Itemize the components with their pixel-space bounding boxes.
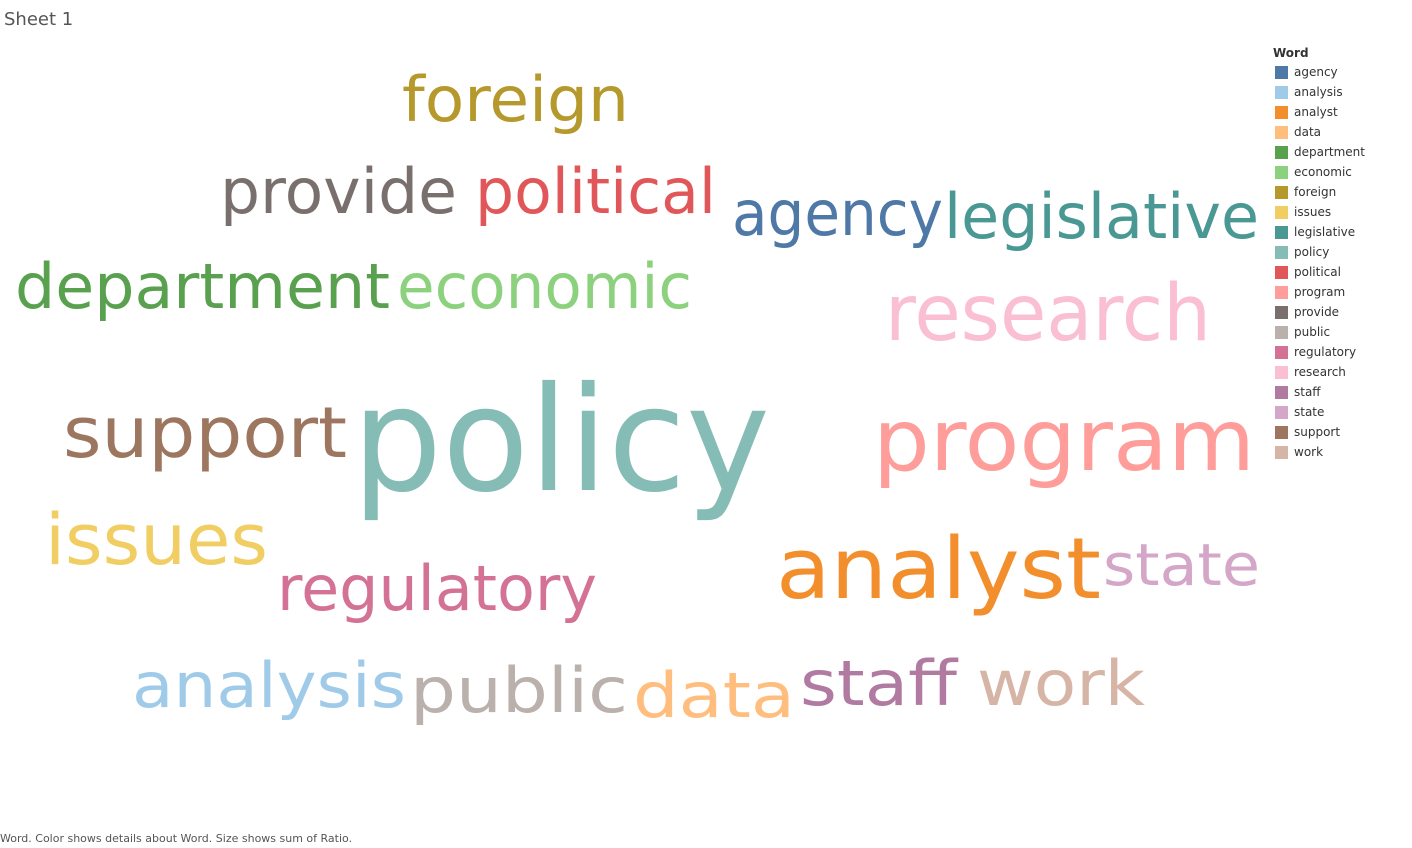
cloud-word-analyst[interactable]: analyst <box>776 520 1101 619</box>
legend-label-agency: agency <box>1294 65 1338 79</box>
legend-item-economic[interactable]: economic <box>1273 162 1403 182</box>
legend-label-foreign: foreign <box>1294 185 1337 199</box>
legend-swatch-program <box>1275 285 1288 299</box>
legend-item-work[interactable]: work <box>1273 442 1403 462</box>
cloud-word-political[interactable]: political <box>475 155 716 228</box>
legend-swatch-support <box>1275 425 1288 439</box>
legend-label-economic: economic <box>1294 165 1352 179</box>
legend-label-data: data <box>1294 125 1322 139</box>
cloud-word-public[interactable]: public <box>410 654 628 727</box>
legend-label-provide: provide <box>1294 305 1340 319</box>
cloud-word-provide[interactable]: provide <box>220 155 457 228</box>
legend-item-staff[interactable]: staff <box>1273 382 1403 402</box>
legend-label-public: public <box>1294 325 1331 339</box>
legend-swatch-economic <box>1275 165 1288 179</box>
cloud-word-support[interactable]: support <box>63 392 347 474</box>
legend: Word agency analysis analyst data department… <box>1273 44 1403 462</box>
legend-label-support: support <box>1294 425 1341 439</box>
legend-item-provide[interactable]: provide <box>1273 302 1403 322</box>
legend-swatch-department <box>1275 145 1288 159</box>
footnote: Word. Color shows details about Word. Si… <box>0 832 353 845</box>
legend-swatch-public <box>1275 325 1288 339</box>
legend-label-program: program <box>1294 285 1346 299</box>
legend-label-regulatory: regulatory <box>1294 345 1357 359</box>
legend-swatch-agency <box>1275 65 1288 79</box>
legend-swatch-policy <box>1275 245 1288 259</box>
legend-swatch-research <box>1275 365 1288 379</box>
cloud-word-policy[interactable]: policy <box>352 356 770 525</box>
cloud-word-program[interactable]: program <box>873 391 1255 491</box>
legend-label-analyst: analyst <box>1294 105 1338 119</box>
legend-label-legislative: legislative <box>1294 225 1356 239</box>
cloud-word-research[interactable]: research <box>885 269 1211 359</box>
legend-swatch-analyst <box>1275 105 1288 119</box>
legend-label-political: political <box>1294 265 1341 279</box>
legend-item-program[interactable]: program <box>1273 282 1403 302</box>
legend-label-staff: staff <box>1294 385 1321 399</box>
legend-item-legislative[interactable]: legislative <box>1273 222 1403 242</box>
legend-item-agency[interactable]: agency <box>1273 62 1403 82</box>
cloud-word-economic[interactable]: economic <box>397 250 692 323</box>
legend-item-political[interactable]: political <box>1273 262 1403 282</box>
cloud-word-regulatory[interactable]: regulatory <box>277 552 597 625</box>
legend-label-policy: policy <box>1294 245 1330 259</box>
legend-label-analysis: analysis <box>1294 85 1343 99</box>
cloud-word-work[interactable]: work <box>977 647 1145 720</box>
legend-swatch-legislative <box>1275 225 1288 239</box>
cloud-word-department[interactable]: department <box>15 250 390 323</box>
legend-swatch-work <box>1275 445 1288 459</box>
legend-swatch-issues <box>1275 205 1288 219</box>
legend-swatch-analysis <box>1275 85 1288 99</box>
legend-item-analyst[interactable]: analyst <box>1273 102 1403 122</box>
legend-item-policy[interactable]: policy <box>1273 242 1403 262</box>
legend-item-issues[interactable]: issues <box>1273 202 1403 222</box>
legend-label-research: research <box>1294 365 1346 379</box>
legend-label-issues: issues <box>1294 205 1332 219</box>
legend-item-support[interactable]: support <box>1273 422 1403 442</box>
legend-item-data[interactable]: data <box>1273 122 1403 142</box>
cloud-word-analysis[interactable]: analysis <box>132 649 406 722</box>
cloud-word-agency[interactable]: agency <box>732 177 943 250</box>
legend-swatch-foreign <box>1275 185 1288 199</box>
cloud-word-foreign[interactable]: foreign <box>402 63 629 136</box>
legend-item-state[interactable]: state <box>1273 402 1403 422</box>
legend-item-analysis[interactable]: analysis <box>1273 82 1403 102</box>
legend-swatch-state <box>1275 405 1288 419</box>
legend-swatch-political <box>1275 265 1288 279</box>
legend-label-work: work <box>1294 445 1324 459</box>
legend-item-department[interactable]: department <box>1273 142 1403 162</box>
legend-swatch-staff <box>1275 385 1288 399</box>
legend-swatch-data <box>1275 125 1288 139</box>
cloud-word-issues[interactable]: issues <box>45 499 268 581</box>
cloud-word-legislative[interactable]: legislative <box>944 180 1259 253</box>
cloud-word-state[interactable]: state <box>1103 531 1260 599</box>
sheet-title: Sheet 1 <box>4 9 74 30</box>
cloud-word-data[interactable]: data <box>633 659 795 732</box>
legend-item-foreign[interactable]: foreign <box>1273 182 1403 202</box>
legend-item-regulatory[interactable]: regulatory <box>1273 342 1403 362</box>
legend-title: Word <box>1273 46 1309 60</box>
legend-item-public[interactable]: public <box>1273 322 1403 342</box>
legend-label-department: department <box>1294 145 1365 159</box>
legend-item-research[interactable]: research <box>1273 362 1403 382</box>
legend-label-state: state <box>1294 405 1325 419</box>
legend-swatch-regulatory <box>1275 345 1288 359</box>
cloud-word-staff[interactable]: staff <box>800 647 958 720</box>
legend-items: agency analysis analyst data department econo… <box>1273 62 1403 462</box>
legend-swatch-provide <box>1275 305 1288 319</box>
